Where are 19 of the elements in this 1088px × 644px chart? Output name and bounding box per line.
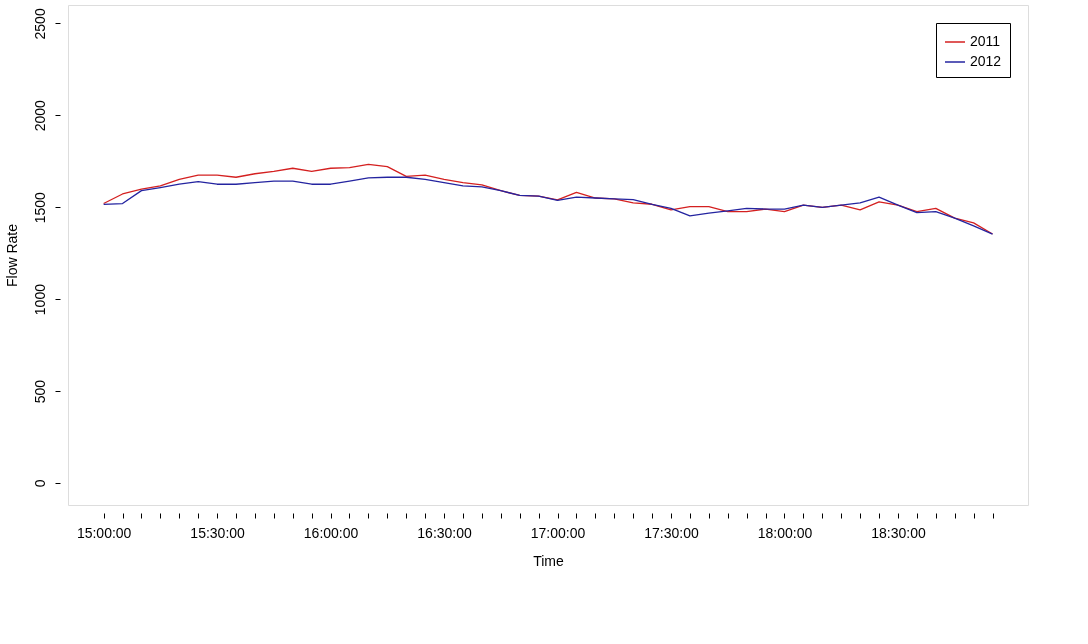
y-tick-label: 500 <box>31 379 48 404</box>
x-tick-label: 15:30:00 <box>190 524 246 541</box>
x-tick-label: 16:30:00 <box>417 524 473 541</box>
x-tick-label: 17:30:00 <box>644 524 699 541</box>
x-axis-title: Time <box>533 552 565 569</box>
y-tick-label: 0 <box>31 479 48 488</box>
y-axis-title: Flow Rate <box>3 223 20 288</box>
x-tick-label: 16:00:00 <box>303 524 359 541</box>
x-tick-label: 17:00:00 <box>530 524 586 541</box>
y-tick-label: 2000 <box>31 100 48 132</box>
x-tick-label: 18:00:00 <box>757 524 813 541</box>
y-tick-label: 1000 <box>31 283 48 316</box>
legend-label: 2011 <box>970 33 1001 49</box>
line-series <box>102 176 994 235</box>
x-tick-label: 18:30:00 <box>871 524 926 541</box>
x-tick-label: 15:00:00 <box>76 524 132 541</box>
legend-label: 2012 <box>970 53 1002 69</box>
y-tick-label: 1500 <box>31 191 48 224</box>
y-tick-label: 2500 <box>31 8 48 40</box>
